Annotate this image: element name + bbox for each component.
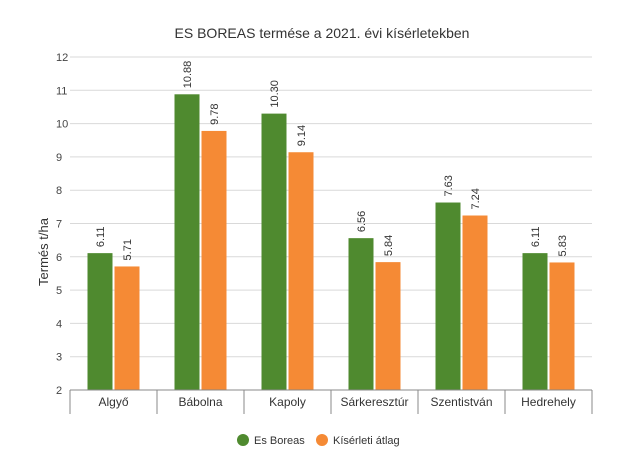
- data-label-kiserleti-atlag-babolna: 9.78: [209, 104, 221, 125]
- bars: [87, 94, 575, 391]
- y-tick-label: 10: [56, 119, 68, 131]
- x-tick-label-babolna: Bábolna: [178, 395, 222, 409]
- x-tick-label-kapoly: Kapoly: [269, 395, 306, 409]
- bar-es-boreas-kapoly: [261, 113, 287, 391]
- legend-label-kiserleti-atlag: Kísérleti átlag: [333, 435, 400, 447]
- bar-es-boreas-hedrehely: [522, 253, 548, 390]
- data-label-es-boreas-sarkeresztur: 6.56: [356, 211, 368, 232]
- y-axis-label: Termés t/ha: [36, 217, 51, 286]
- y-tick-label: 7: [56, 219, 62, 231]
- y-tick-label: 6: [56, 252, 62, 264]
- legend-marker-kiserleti-atlag: [316, 434, 328, 446]
- data-label-kiserleti-atlag-sarkeresztur: 5.84: [383, 235, 395, 256]
- bar-es-boreas-szentistvan: [435, 202, 461, 390]
- bar-kiserleti-atlag-babolna: [201, 130, 227, 390]
- legend: Es Boreas Kísérleti átlag: [237, 434, 400, 447]
- bar-kiserleti-atlag-kapoly: [288, 152, 314, 390]
- data-label-es-boreas-szentistvan: 7.63: [443, 175, 455, 196]
- x-tick-label-sarkeresztur: Sárkeresztúr: [340, 395, 408, 409]
- y-tick-label: 5: [56, 285, 62, 297]
- legend-marker-es-boreas: [237, 434, 249, 446]
- y-tick-label: 11: [56, 85, 67, 97]
- y-gridlines: [70, 56, 592, 391]
- x-axis: [69, 389, 593, 414]
- legend-label-es-boreas: Es Boreas: [254, 435, 305, 447]
- data-label-es-boreas-kapoly: 10.30: [269, 80, 281, 108]
- data-label-es-boreas-algyo: 6.11: [95, 227, 107, 248]
- x-tick-label-szentistvan: Szentistván: [430, 395, 492, 409]
- bar-es-boreas-algyo: [87, 253, 113, 390]
- data-label-kiserleti-atlag-hedrehely: 5.83: [557, 235, 569, 256]
- bar-es-boreas-sarkeresztur: [348, 238, 374, 390]
- bar-kiserleti-atlag-sarkeresztur: [375, 262, 401, 390]
- y-tick-label: 3: [56, 352, 62, 364]
- data-labels: 6.11 5.71 10.88 9.78 10.30 9.14 6.56 5.84 7.63 7.…: [95, 61, 569, 261]
- bar-es-boreas-babolna: [174, 94, 200, 391]
- y-tick-label: 8: [56, 185, 62, 197]
- y-tick-label: 9: [56, 152, 62, 164]
- data-label-es-boreas-babolna: 10.88: [182, 61, 194, 89]
- y-tick-label: 2: [56, 385, 62, 397]
- chart-title: ES BOREAS termése a 2021. évi kísérletek…: [175, 25, 470, 41]
- data-label-kiserleti-atlag-szentistvan: 7.24: [470, 188, 482, 209]
- x-tick-labels: Algyő Bábolna Kapoly Sárkeresztúr Szentistvá…: [98, 395, 575, 409]
- bar-kiserleti-atlag-algyo: [114, 266, 140, 390]
- x-tick-label-algyo: Algyő: [98, 395, 128, 409]
- bar-kiserleti-atlag-hedrehely: [549, 262, 575, 390]
- x-tick-label-hedrehely: Hedrehely: [521, 395, 576, 409]
- data-label-kiserleti-atlag-kapoly: 9.14: [296, 125, 308, 146]
- y-tick-labels: 2 3 4 5 6 7 8 9 10 11 12: [56, 52, 68, 397]
- data-label-es-boreas-hedrehely: 6.11: [530, 227, 542, 248]
- y-tick-label: 4: [56, 318, 62, 330]
- bar-kiserleti-atlag-szentistvan: [462, 215, 488, 390]
- y-tick-label: 12: [56, 52, 68, 64]
- data-label-kiserleti-atlag-algyo: 5.71: [122, 239, 134, 260]
